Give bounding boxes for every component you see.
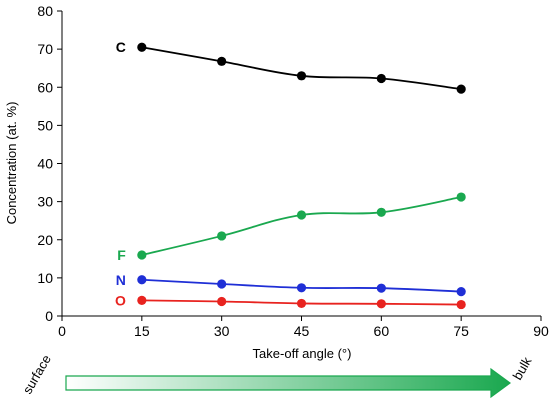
y-tick-label: 60 [37, 79, 53, 95]
data-point-o [137, 295, 147, 305]
data-point-c [456, 84, 466, 94]
series-f: F [117, 192, 466, 263]
y-tick-label: 0 [45, 308, 53, 324]
y-tick-label: 10 [37, 270, 53, 286]
x-tick-label: 15 [134, 323, 150, 339]
y-tick-label: 50 [37, 117, 53, 133]
data-point-c [376, 73, 386, 84]
data-point-f [137, 250, 147, 260]
series-line-f [141, 196, 462, 256]
y-tick-label: 40 [37, 156, 53, 172]
data-point-f [296, 210, 307, 220]
series-label-o: O [115, 292, 126, 308]
series-layer: C FNO [115, 39, 466, 310]
y-tick-label: 20 [37, 232, 53, 248]
series-label-n: N [116, 272, 126, 288]
bulk-label: bulk [510, 354, 535, 383]
x-tick-label: 0 [58, 323, 66, 339]
data-point-f [376, 207, 386, 217]
surface-label: surface [20, 352, 54, 396]
x-tick-label: 75 [453, 323, 469, 339]
series-n: N [116, 272, 466, 297]
x-tick-label: 30 [214, 323, 230, 339]
x-tick-label: 60 [374, 323, 390, 339]
axes: 0 10 20 30 40 50 60 70 80 0 15 30 45 60 75 90 [37, 3, 549, 339]
x-tick-label: 90 [533, 323, 549, 339]
data-point-f [456, 192, 466, 202]
series-label-f: F [117, 247, 126, 263]
y-tick-label: 80 [37, 3, 53, 19]
data-point-n [456, 287, 466, 297]
series-c: C [116, 39, 466, 94]
data-point-n [217, 279, 227, 289]
data-point-o [296, 298, 307, 309]
series-o: O [115, 292, 466, 310]
series-line-c [141, 46, 462, 91]
data-point-c [296, 71, 307, 81]
x-tick-label: 45 [294, 323, 310, 339]
axis-labels: Take-off angle (°) Concentration (at. %) [4, 102, 351, 361]
series-label-c: C [116, 39, 126, 55]
data-point-o [456, 299, 466, 310]
data-point-f [217, 231, 227, 241]
x-axis-label: Take-off angle (°) [253, 346, 352, 361]
data-point-c [217, 56, 227, 66]
data-point-c [137, 42, 147, 52]
data-point-o [217, 296, 227, 307]
data-point-n [296, 283, 307, 293]
y-axis-label: Concentration (at. %) [4, 102, 19, 225]
data-point-n [137, 275, 147, 285]
depth-arrow-shape [65, 367, 512, 399]
data-point-o [376, 299, 386, 309]
y-tick-label: 70 [37, 41, 53, 57]
data-point-n [376, 283, 386, 293]
y-tick-label: 30 [37, 194, 53, 210]
